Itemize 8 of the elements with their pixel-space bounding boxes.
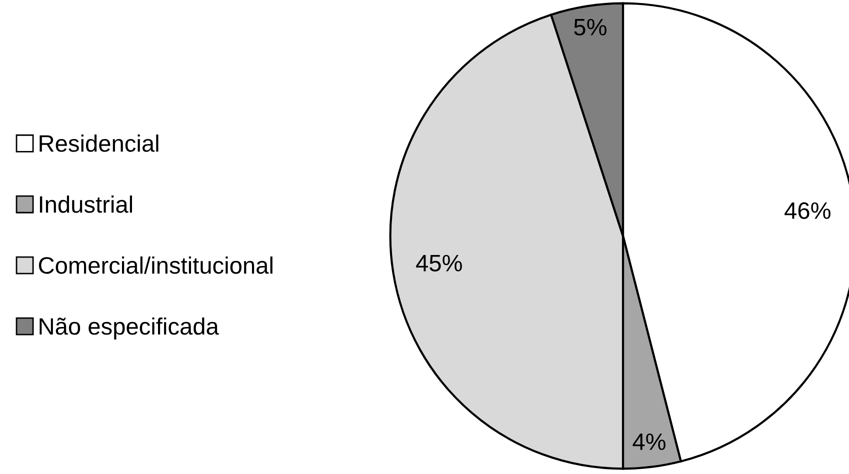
legend-label: Comercial/institucional (38, 256, 272, 274)
data-label: 5% (574, 18, 606, 36)
data-label: 45% (416, 254, 462, 272)
legend-label: Industrial (40, 196, 132, 213)
legend-label: Não especificada (40, 317, 219, 340)
legend-label: Residencial (40, 134, 158, 152)
data-label: 46% (784, 202, 830, 220)
data-label: 4% (632, 433, 666, 450)
